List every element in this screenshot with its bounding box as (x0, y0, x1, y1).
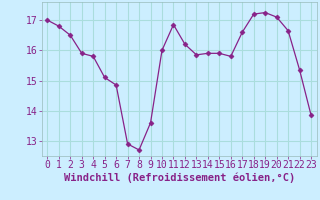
X-axis label: Windchill (Refroidissement éolien,°C): Windchill (Refroidissement éolien,°C) (64, 173, 295, 183)
